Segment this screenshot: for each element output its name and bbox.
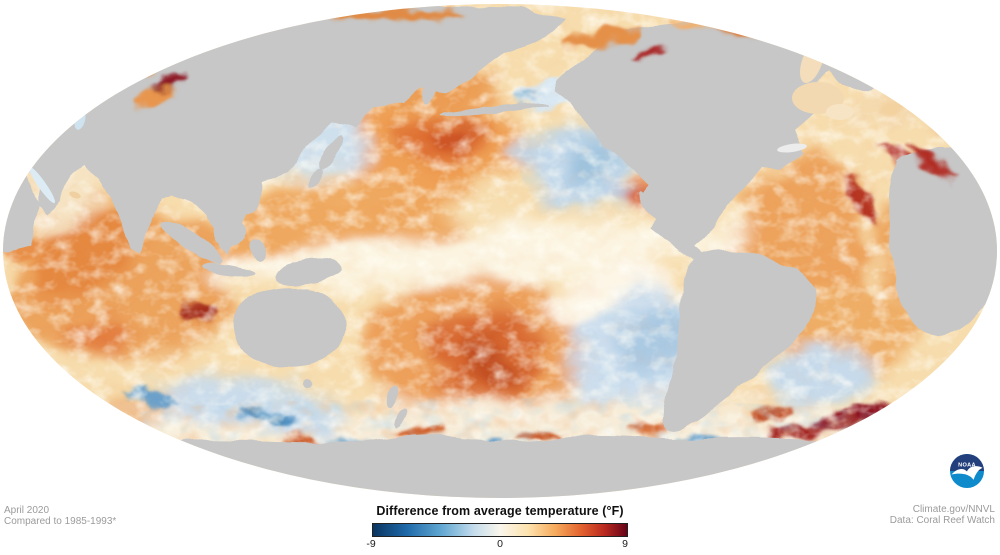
landmass-tasmania bbox=[301, 379, 311, 389]
colorbar-legend: Difference from average temperature (°F)… bbox=[300, 504, 700, 554]
landmass-java bbox=[202, 263, 254, 275]
landmass-taiwan bbox=[264, 153, 272, 167]
date-caption: April 2020 Compared to 1985-1993* bbox=[4, 505, 117, 527]
credit-data: Data: Coral Reef Watch bbox=[889, 514, 995, 526]
landmass-europe bbox=[896, 52, 997, 116]
landmass-africa bbox=[890, 146, 997, 335]
red-sea bbox=[28, 166, 56, 204]
landmass-japan bbox=[320, 134, 344, 170]
noaa-logo-gull-icon bbox=[951, 466, 983, 480]
noaa-logo-text: NOAA bbox=[958, 463, 976, 469]
landmass-new-zealand-north bbox=[385, 384, 399, 410]
landmass-australia bbox=[233, 288, 345, 368]
landmass-new-guinea bbox=[273, 257, 341, 287]
landmass-aleutians bbox=[440, 103, 550, 117]
landmass-new-zealand-south bbox=[394, 408, 408, 428]
colorbar-tick-mid: 0 bbox=[497, 538, 503, 550]
landmass-antarctica bbox=[3, 432, 997, 498]
credits: Climate.gov/NNVL Data: Coral Reef Watch bbox=[889, 504, 995, 526]
mediterranean-edge bbox=[6, 127, 30, 137]
world-map bbox=[3, 4, 997, 498]
landmass-britain bbox=[926, 111, 934, 125]
great-lakes bbox=[777, 143, 807, 153]
landmass-philippines bbox=[241, 177, 263, 215]
credit-source: Climate.gov/NNVL bbox=[912, 504, 995, 515]
landmass-central-america bbox=[650, 220, 700, 262]
persian-gulf bbox=[69, 191, 81, 199]
landmass-sulawesi bbox=[251, 239, 267, 261]
landmass-sumatra bbox=[161, 220, 223, 264]
colorbar bbox=[372, 523, 628, 537]
landmass-baja bbox=[638, 191, 658, 219]
landmass-africa-left-sliver bbox=[3, 162, 38, 252]
landmass-sakhalin bbox=[349, 98, 359, 126]
colorbar-tick-max: 9 bbox=[622, 538, 628, 550]
landmass-south-america bbox=[662, 250, 819, 431]
legend-title: Difference from average temperature (°F) bbox=[376, 504, 624, 518]
landmass-north-america bbox=[556, 20, 868, 252]
colorbar-tick-min: -9 bbox=[366, 538, 376, 550]
landmass-japan-south bbox=[308, 168, 324, 188]
landmass-kamchatka bbox=[422, 60, 442, 104]
date-label: April 2020 bbox=[4, 505, 50, 516]
baseline-label: Compared to 1985-1993* bbox=[4, 515, 117, 527]
noaa-logo: NOAA bbox=[950, 454, 984, 488]
speckle-orange-global bbox=[3, 4, 997, 498]
hudson-bay-inner bbox=[826, 104, 854, 120]
landmass-borneo bbox=[213, 220, 247, 248]
